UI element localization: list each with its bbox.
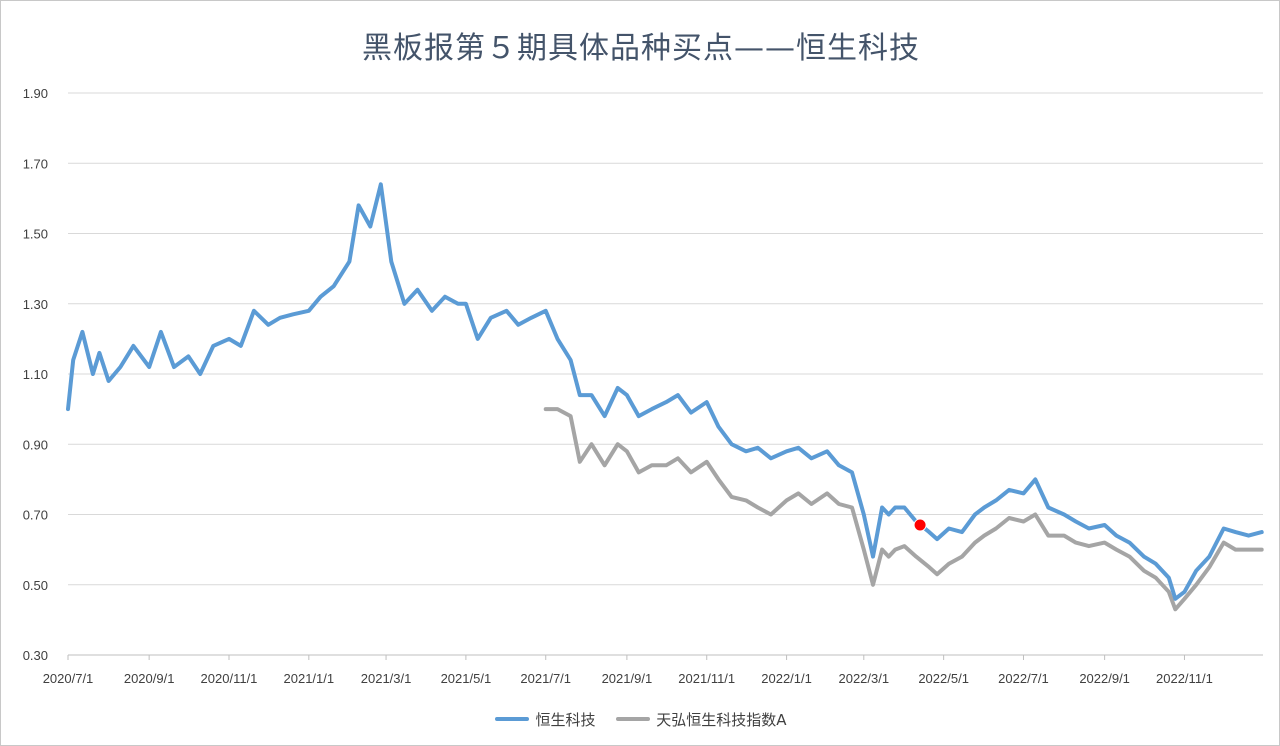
- x-axis-ticks: 2020/7/1 2020/9/1 2020/11/1 2021/1/1 2021/3/…: [43, 655, 1213, 686]
- series-line-fund: [543, 407, 1264, 612]
- y-tick-label: 0.70: [23, 508, 48, 523]
- gridlines: [68, 92, 1263, 656]
- y-tick-label: 0.90: [23, 437, 48, 452]
- y-tick-label: 1.90: [23, 86, 48, 101]
- legend: 恒生科技 天弘恒生科技指数A: [1, 707, 1280, 730]
- y-tick-label: 0.50: [23, 578, 48, 593]
- plot-area: 0.30 0.50 0.70 0.90 1.10 1.30 1.50 1.70 1.90 202…: [23, 86, 1264, 686]
- x-tick-label: 2021/3/1: [361, 671, 412, 686]
- x-tick-label: 2021/5/1: [441, 671, 492, 686]
- series-line-hstech: [66, 182, 1264, 601]
- y-tick-label: 1.30: [23, 297, 48, 312]
- legend-swatch-hstech: [495, 717, 530, 721]
- x-tick-label: 2021/1/1: [284, 671, 335, 686]
- y-axis-ticks: 0.30 0.50 0.70 0.90 1.10 1.30 1.50 1.70 1.90: [23, 86, 48, 663]
- x-tick-label: 2022/9/1: [1079, 671, 1130, 686]
- series-lines: [66, 182, 1264, 612]
- x-tick-label: 2020/11/1: [201, 671, 258, 686]
- x-tick-label: 2022/7/1: [998, 671, 1049, 686]
- x-tick-label: 2021/9/1: [602, 671, 653, 686]
- legend-label-fund: 天弘恒生科技指数A: [656, 710, 787, 729]
- y-tick-label: 0.30: [23, 648, 48, 663]
- y-tick-label: 1.50: [23, 227, 48, 242]
- chart-title: 黑板报第５期具体品种买点——恒生科技: [362, 31, 920, 66]
- y-tick-label: 1.70: [23, 156, 48, 171]
- legend-swatch-fund: [616, 717, 651, 721]
- x-tick-label: 2022/3/1: [838, 671, 889, 686]
- legend-item-fund: 天弘恒生科技指数A: [616, 709, 787, 730]
- x-tick-label: 2020/7/1: [43, 671, 94, 686]
- buy-point-marker: [913, 518, 927, 532]
- legend-item-hstech: 恒生科技: [495, 709, 595, 730]
- marker-layer: [913, 518, 927, 532]
- x-tick-label: 2021/11/1: [678, 671, 735, 686]
- x-tick-label: 2021/7/1: [520, 671, 571, 686]
- x-tick-label: 2022/1/1: [761, 671, 812, 686]
- x-tick-label: 2022/11/1: [1156, 671, 1213, 686]
- y-tick-label: 1.10: [23, 367, 48, 382]
- x-tick-label: 2020/9/1: [124, 671, 175, 686]
- legend-label-hstech: 恒生科技: [535, 710, 596, 729]
- x-tick-label: 2022/5/1: [918, 671, 969, 686]
